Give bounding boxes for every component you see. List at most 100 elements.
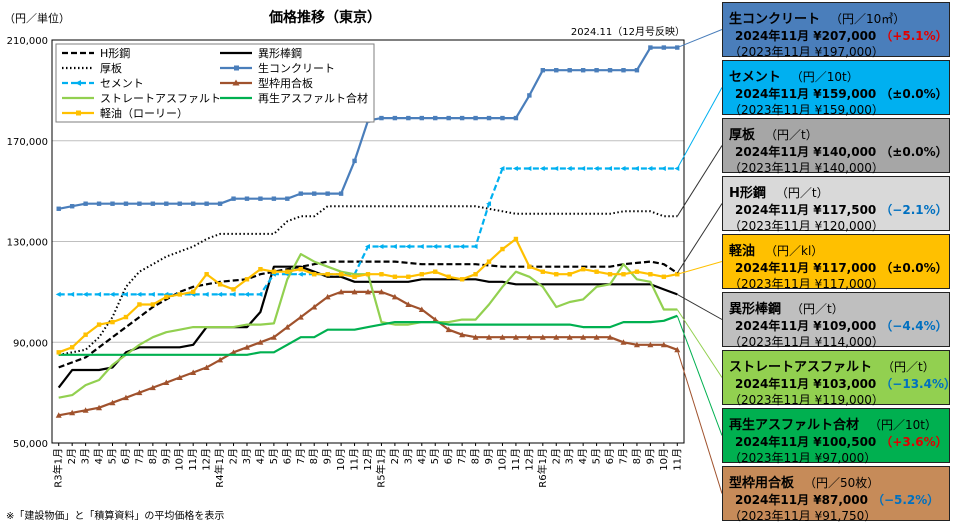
series-3-point <box>459 115 465 121</box>
series-3-point <box>312 191 317 196</box>
series-4-point <box>257 291 263 297</box>
series-5-point <box>257 339 264 345</box>
series-3-point <box>540 68 546 73</box>
series-line-7 <box>58 314 678 356</box>
series-8-point <box>312 272 317 277</box>
legend-label: H形鋼 <box>100 46 130 60</box>
annotation-previous: （2023年11月 ¥159,000） <box>729 103 884 117</box>
legend-label: 異形棒鋼 <box>258 46 302 60</box>
annotation-connector <box>676 349 723 494</box>
annotation-unit: （円／10㎥） <box>830 12 906 26</box>
series-8-point <box>621 272 626 277</box>
x-tick-label: 8月 <box>147 448 159 464</box>
series-4-point <box>512 165 518 171</box>
series-4-point <box>580 165 586 171</box>
series-8-point <box>217 282 223 287</box>
series-5-point <box>109 399 116 406</box>
y-tick-label: 130,000 <box>7 238 48 249</box>
legend-marker <box>232 79 240 86</box>
series-5-point <box>432 316 439 323</box>
series-3-point <box>580 68 586 73</box>
annotation-unit: （円／t） <box>765 128 818 142</box>
annotation-connector <box>676 145 723 217</box>
series-3-point <box>621 68 626 73</box>
series-5-point <box>55 412 62 418</box>
series-3-point <box>217 201 223 206</box>
series-8-point <box>607 272 613 277</box>
series-8-point <box>231 287 236 292</box>
x-tick-label: 3月 <box>241 448 253 464</box>
series-3-point <box>150 201 156 206</box>
series-5-point <box>674 346 681 353</box>
legend-label: 生コンクリート <box>258 61 335 75</box>
annotation-previous: （2023年11月 ¥91,750） <box>729 509 877 523</box>
series-line-2 <box>58 205 678 356</box>
series-4-point <box>391 244 397 250</box>
series-4-point <box>647 165 653 171</box>
x-tick-label: 7月 <box>456 448 468 464</box>
series-line-8 <box>58 237 678 354</box>
series-5-point <box>122 394 129 401</box>
series-3-point <box>513 115 519 121</box>
series-4-point <box>566 165 572 171</box>
series-5-point <box>176 374 183 381</box>
series-8-point <box>110 319 115 325</box>
series-8-point <box>486 259 492 264</box>
chart-series <box>55 45 681 418</box>
x-tick-label: 5月 <box>107 448 119 464</box>
series-8-point <box>325 272 330 277</box>
x-tick-label: 8月 <box>308 448 320 464</box>
annotation-connector <box>676 309 723 378</box>
series-3-point <box>661 45 667 50</box>
x-tick-label: 9月 <box>483 448 495 464</box>
annotation-change: （±0.0%） <box>880 145 948 159</box>
series-3-point <box>83 201 88 206</box>
series-3-point <box>110 201 115 206</box>
annotation-previous: （2023年11月 ¥97,000） <box>729 451 877 465</box>
annotation-unit: （円／50枚） <box>804 476 880 490</box>
annotation-name: H形鋼 <box>729 186 766 201</box>
series-5-point <box>69 409 76 416</box>
series-line-0 <box>58 260 678 369</box>
series-4-point <box>539 165 545 171</box>
annotation-current-value: 2024年11月 ¥100,500 <box>735 435 877 449</box>
series-4-point <box>378 244 384 250</box>
series-3-point <box>123 201 129 206</box>
annotation-previous: （2023年11月 ¥114,000） <box>729 335 884 349</box>
annotation-change: （+5.1%） <box>880 29 948 43</box>
annotation-current: 2024年11月 ¥103,000 （−13.4%） <box>735 375 956 392</box>
series-5-point <box>203 364 210 370</box>
series-8-point <box>204 272 209 277</box>
x-tick-label: 11月 <box>349 448 361 471</box>
annotation-title: 型枠用合板 （円／50枚） <box>729 472 879 491</box>
series-8-point <box>446 274 451 279</box>
series-4-point <box>109 291 115 297</box>
annotation-box: 型枠用合板 （円／50枚） 2024年11月 ¥87,000 （−5.2%） （2023… <box>722 466 950 523</box>
x-tick-label: 11月 <box>671 448 683 471</box>
x-tick-label: 7月 <box>133 448 145 464</box>
series-8-point <box>513 236 519 242</box>
x-tick-label: 6月 <box>281 448 293 464</box>
legend-marker <box>76 110 81 116</box>
series-4-point <box>297 271 303 277</box>
y-tick-label: 90,000 <box>13 338 48 349</box>
x-tick-label: 3月 <box>80 448 92 464</box>
series-8-point <box>298 267 303 272</box>
series-5-point <box>512 334 519 340</box>
series-5-point <box>607 334 614 340</box>
series-5-point <box>620 339 627 345</box>
series-5-point <box>324 293 331 300</box>
series-8-point <box>244 277 250 282</box>
series-3-point <box>325 191 330 196</box>
series-8-point <box>392 274 398 279</box>
annotation-previous: （2023年11月 ¥117,000） <box>729 277 884 291</box>
series-4-point <box>526 165 532 171</box>
series-3-point <box>392 115 398 121</box>
series-4-point <box>55 291 61 297</box>
series-4-point <box>405 244 411 250</box>
annotation-current-value: 2024年11月 ¥103,000 <box>735 377 877 391</box>
series-8-point <box>648 272 653 277</box>
x-tick-label: 5月 <box>429 448 441 464</box>
annotation-title: 異形棒鋼 （円／t） <box>729 298 844 317</box>
series-3-point <box>285 196 290 201</box>
